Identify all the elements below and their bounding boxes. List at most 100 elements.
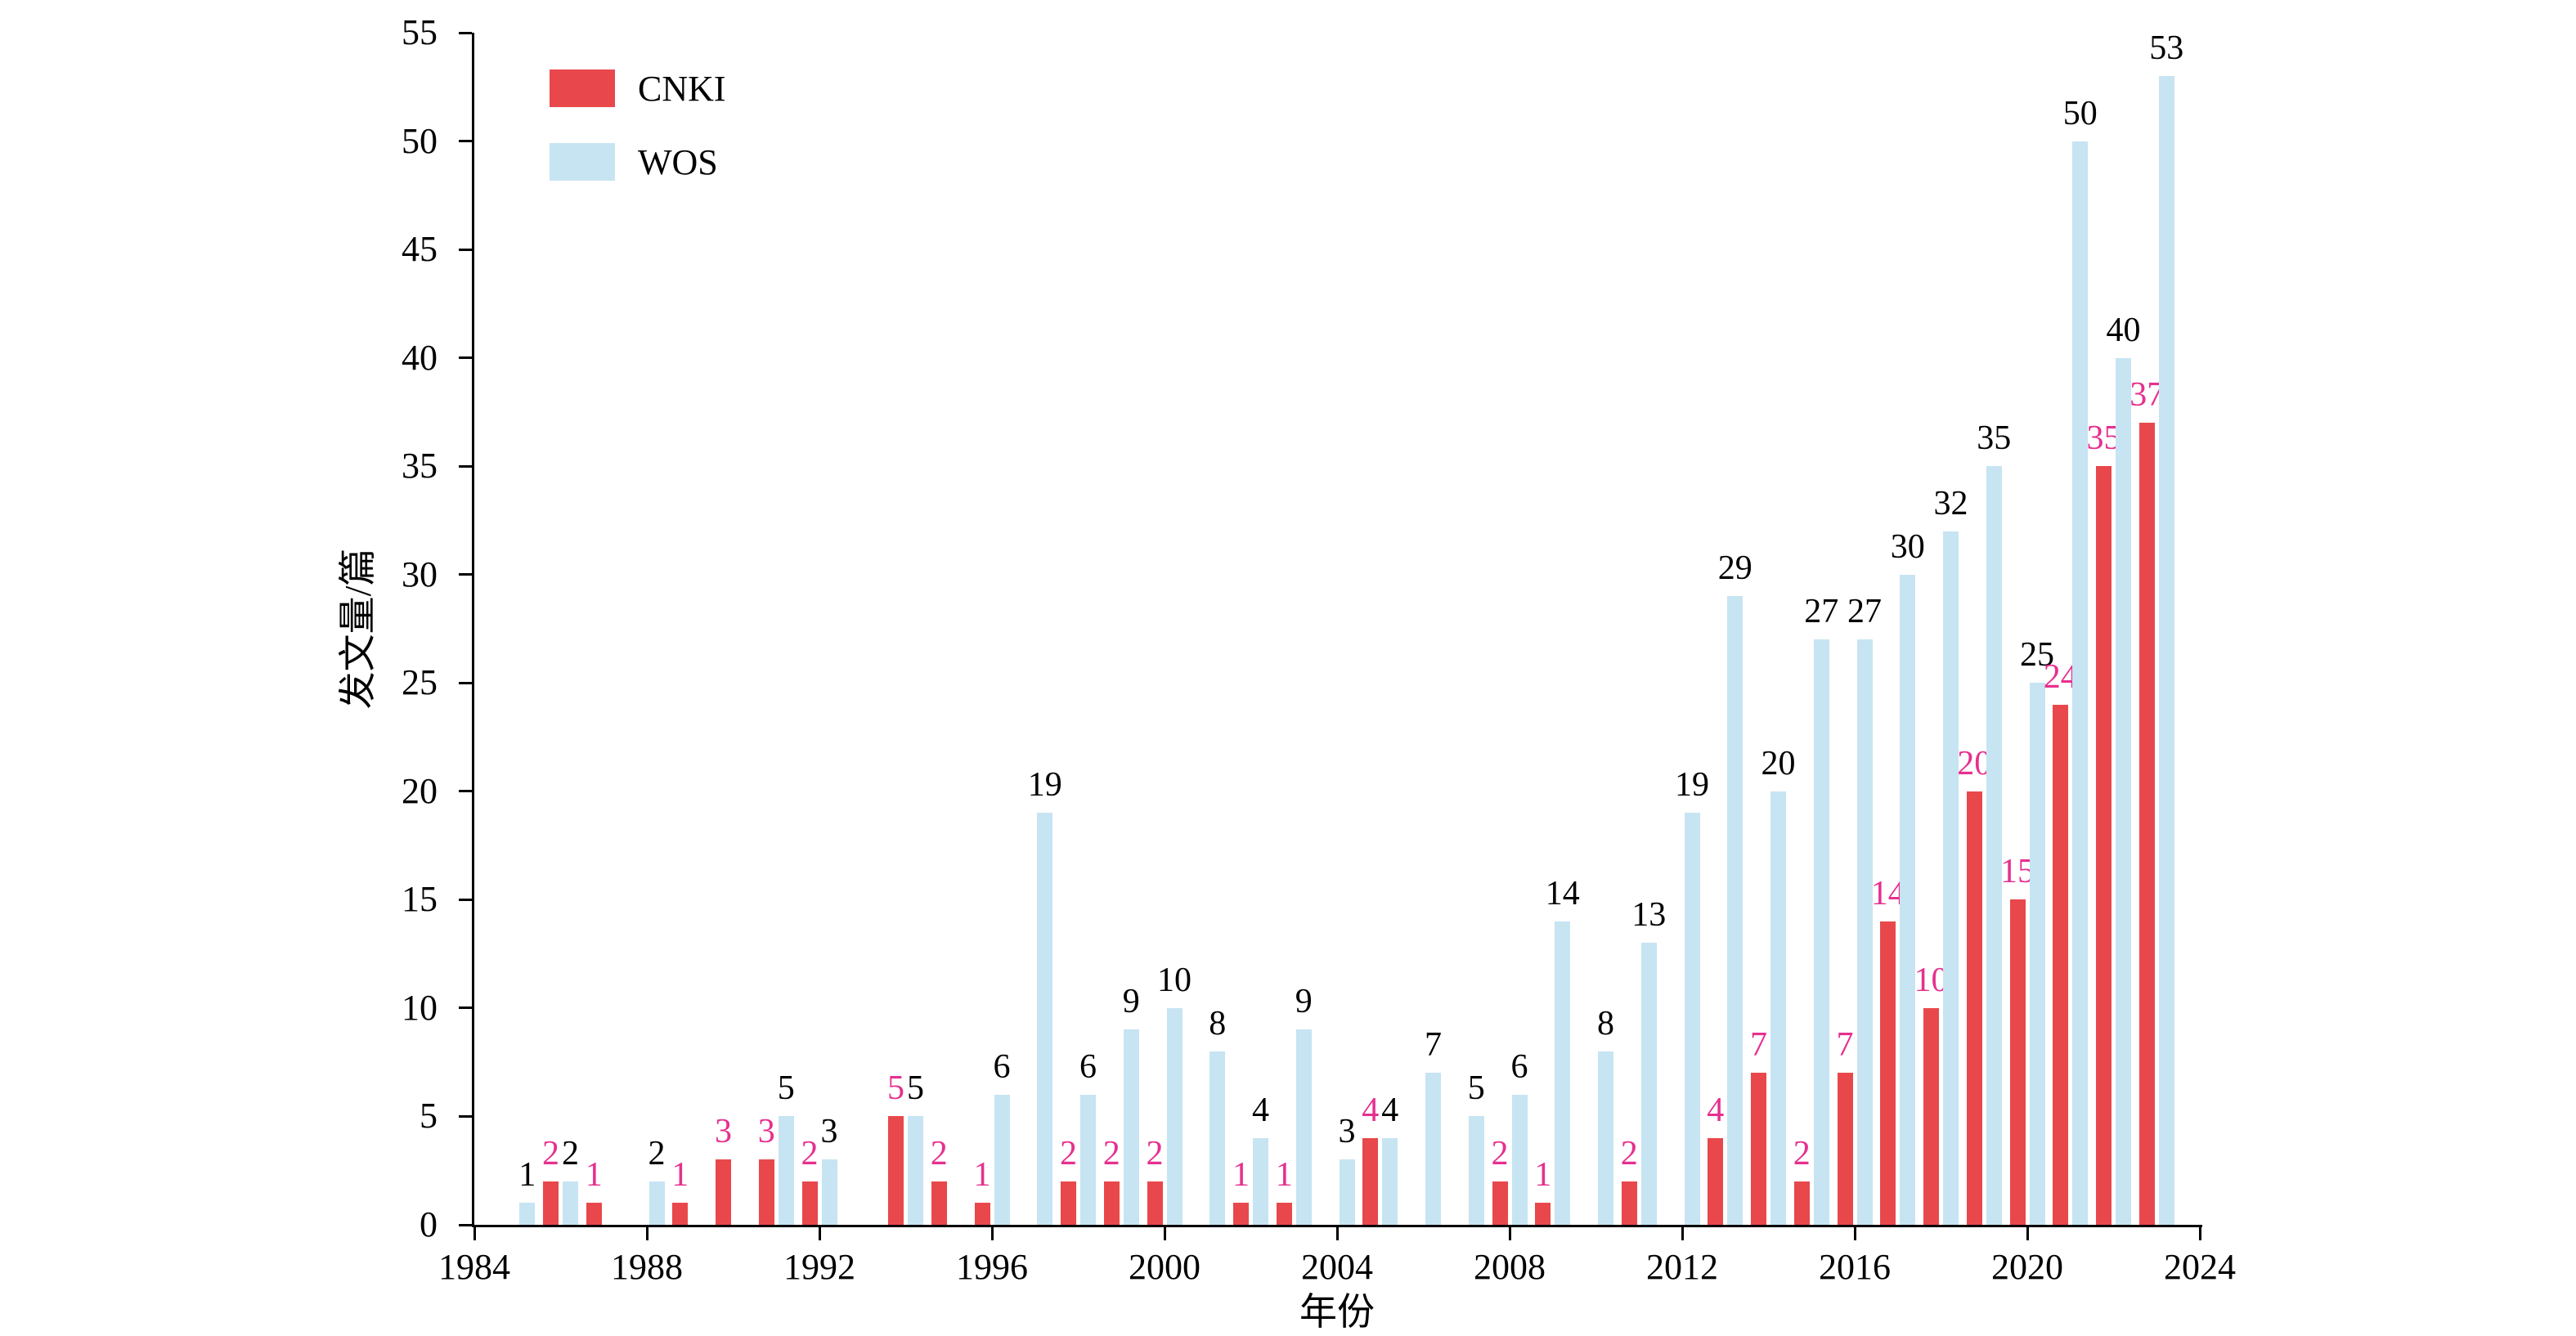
x-tick [818, 1227, 821, 1240]
bar-value-label-wos-1997: 19 [1027, 766, 1062, 805]
bar-cnki-2011 [1621, 1181, 1637, 1225]
bar-value-label-cnki-2011: 2 [1620, 1134, 1638, 1172]
x-tick-label: 1992 [783, 1247, 855, 1287]
bar-cnki-1999 [1103, 1181, 1120, 1225]
bar-value-label-cnki-1987: 1 [585, 1156, 603, 1195]
bar-wos-2019 [1986, 466, 2002, 1225]
bar-wos-2022 [2116, 357, 2131, 1225]
bar-value-label-cnki-2009: 1 [1534, 1156, 1552, 1195]
x-tick-label: 2024 [2164, 1247, 2236, 1287]
y-tick [459, 681, 472, 684]
bar-value-label-cnki-2005: 4 [1362, 1091, 1380, 1129]
x-tick-label: 2012 [1646, 1247, 1718, 1287]
bar-wos-1985 [519, 1203, 536, 1225]
bar-wos-2013 [1727, 596, 1744, 1225]
y-tick-label: 30 [402, 554, 438, 594]
x-tick-label: 1988 [611, 1247, 683, 1287]
bar-cnki-1992 [801, 1181, 818, 1225]
bar-wos-1992 [821, 1159, 837, 1225]
y-axis-line [472, 33, 474, 1227]
bar-value-label-wos-2013: 29 [1717, 549, 1752, 588]
bar-wos-1997 [1037, 813, 1053, 1225]
bar-value-label-cnki-2023: 37 [2129, 376, 2165, 415]
bar-value-label-wos-2006: 7 [1425, 1026, 1442, 1065]
bar-value-label-wos-1988: 2 [648, 1134, 666, 1172]
bar-cnki-2003 [1276, 1203, 1292, 1225]
bar-value-label-cnki-2021: 24 [2043, 657, 2078, 696]
bar-cnki-2018 [1923, 1007, 1939, 1225]
bar-wos-1986 [563, 1181, 578, 1225]
bar-value-label-cnki-1990: 3 [715, 1113, 732, 1151]
bar-cnki-2023 [2138, 423, 2155, 1225]
bar-wos-2007 [1468, 1116, 1484, 1225]
x-tick-label: 2000 [1129, 1247, 1200, 1287]
wos-legend-swatch [550, 143, 615, 181]
y-tick [459, 790, 472, 793]
y-tick [459, 1223, 472, 1226]
bar-value-label-cnki-2008: 2 [1491, 1134, 1509, 1172]
y-tick [459, 356, 472, 360]
bar-value-label-cnki-2015: 2 [1793, 1134, 1811, 1172]
x-tick [473, 1227, 476, 1240]
bar-value-label-wos-1996: 6 [993, 1047, 1011, 1086]
bar-wos-2009 [1555, 921, 1571, 1225]
y-tick-label: 35 [402, 446, 438, 486]
bar-value-label-cnki-2000: 2 [1146, 1134, 1164, 1172]
bar-wos-2018 [1943, 531, 1959, 1225]
bar-cnki-1995 [931, 1181, 947, 1225]
x-tick [2026, 1227, 2029, 1240]
bar-wos-2006 [1425, 1073, 1441, 1225]
bar-value-label-cnki-2017: 14 [1870, 874, 1905, 912]
bar-value-label-wos-2018: 32 [1933, 484, 1968, 522]
x-tick [645, 1227, 648, 1240]
x-tick [2198, 1227, 2201, 1240]
y-tick-label: 40 [402, 337, 438, 378]
bar-value-label-cnki-1998: 2 [1060, 1134, 1077, 1172]
x-axis-line [472, 1225, 2202, 1227]
y-tick-label: 15 [402, 879, 438, 920]
bar-value-label-wos-1991: 5 [777, 1069, 795, 1108]
bar-wos-1996 [994, 1094, 1010, 1225]
bar-value-label-wos-1998: 6 [1079, 1047, 1097, 1086]
y-tick [459, 140, 472, 143]
bar-value-label-cnki-2018: 10 [1914, 961, 1949, 999]
bar-value-label-wos-2008: 6 [1510, 1047, 1528, 1086]
bar-wos-2023 [2158, 76, 2174, 1225]
bar-cnki-2008 [1492, 1181, 1508, 1225]
bar-cnki-1998 [1061, 1181, 1076, 1225]
y-tick-label: 55 [402, 12, 438, 52]
bar-value-label-wos-2020: 25 [2020, 636, 2054, 675]
bar-wos-2005 [1382, 1137, 1398, 1225]
bar-value-label-wos-1994: 5 [907, 1069, 924, 1108]
cnki-legend-swatch [550, 69, 615, 107]
bar-value-label-wos-2012: 19 [1675, 766, 1709, 805]
bar-cnki-2021 [2053, 704, 2069, 1225]
bar-value-label-wos-1985: 1 [518, 1156, 536, 1195]
y-tick [459, 1006, 472, 1010]
y-tick-label: 10 [402, 987, 438, 1028]
bar-value-label-wos-2011: 13 [1631, 896, 1667, 935]
bar-cnki-2000 [1147, 1181, 1163, 1225]
bar-cnki-2020 [2009, 899, 2026, 1225]
bar-value-label-wos-2002: 4 [1252, 1091, 1269, 1129]
bar-value-label-cnki-2003: 1 [1275, 1156, 1293, 1195]
cnki-legend-label: CNKI [638, 68, 726, 109]
bar-cnki-1996 [974, 1203, 990, 1225]
bar-cnki-2016 [1837, 1073, 1853, 1225]
y-tick-label: 5 [420, 1096, 438, 1136]
bar-value-label-cnki-2019: 20 [1957, 744, 1992, 782]
bar-wos-2003 [1295, 1029, 1312, 1225]
y-tick [459, 573, 472, 576]
bar-cnki-2015 [1793, 1181, 1810, 1225]
y-tick [459, 898, 472, 901]
bar-wos-1994 [908, 1116, 923, 1225]
bar-cnki-2019 [1966, 791, 1982, 1225]
legend-item-wos: WOS [550, 141, 726, 183]
bar-wos-1999 [1123, 1029, 1139, 1225]
bar-cnki-2009 [1535, 1203, 1551, 1225]
bar-cnki-2022 [2096, 466, 2112, 1225]
x-tick [1163, 1227, 1166, 1240]
bar-cnki-1989 [672, 1203, 689, 1225]
